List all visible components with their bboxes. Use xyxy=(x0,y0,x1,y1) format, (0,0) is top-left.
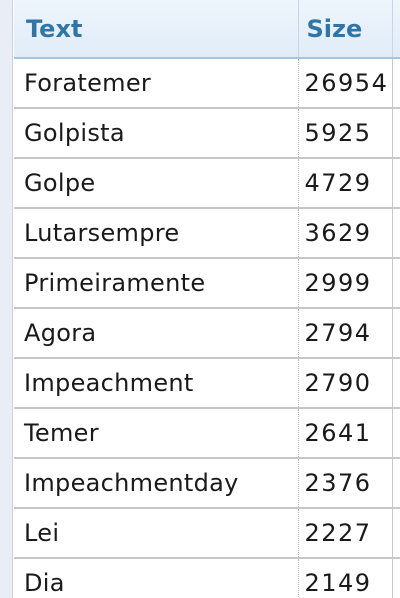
cell-text: Lei xyxy=(14,508,298,559)
word-frequency-table: Text Size Foratemer 26954 Golpista 5925 … xyxy=(14,0,400,598)
cell-partial xyxy=(391,558,400,598)
cell-size: 5925 xyxy=(297,108,392,159)
cell-text: Golpe xyxy=(14,158,298,209)
cell-text: Primeiramente xyxy=(14,258,298,309)
table-row[interactable]: Lutarsempre 3629 xyxy=(14,208,400,259)
cell-size: 2641 xyxy=(297,408,392,459)
cell-partial xyxy=(391,258,400,309)
cell-partial xyxy=(391,108,400,159)
table-row[interactable]: Foratemer 26954 xyxy=(14,58,400,109)
cell-size: 2999 xyxy=(297,258,392,309)
column-header-partial xyxy=(391,0,400,59)
cell-text: Golpista xyxy=(14,108,298,159)
cell-partial xyxy=(391,408,400,459)
cell-partial xyxy=(391,208,400,259)
cell-partial xyxy=(391,58,400,109)
cell-text: Dia xyxy=(14,558,298,598)
cell-text: Agora xyxy=(14,308,298,359)
table-row[interactable]: Impeachment 2790 xyxy=(14,358,400,409)
table-row[interactable]: Temer 2641 xyxy=(14,408,400,459)
cell-size: 2794 xyxy=(297,308,392,359)
cell-size: 2790 xyxy=(297,358,392,409)
cell-partial xyxy=(391,358,400,409)
table-row[interactable]: Dia 2149 xyxy=(14,558,400,598)
cell-size: 2227 xyxy=(297,508,392,559)
cell-text: Impeachment xyxy=(14,358,298,409)
cell-size: 4729 xyxy=(297,158,392,209)
cell-size: 2149 xyxy=(297,558,392,598)
data-table-container: Text Size Foratemer 26954 Golpista 5925 … xyxy=(14,0,400,598)
table-row[interactable]: Primeiramente 2999 xyxy=(14,258,400,309)
cell-text: Impeachmentday xyxy=(14,458,298,509)
column-header-size[interactable]: Size xyxy=(297,0,392,59)
table-row[interactable]: Impeachmentday 2376 xyxy=(14,458,400,509)
cell-partial xyxy=(391,508,400,559)
table-row[interactable]: Agora 2794 xyxy=(14,308,400,359)
cell-size: 2376 xyxy=(297,458,392,509)
row-header-gutter xyxy=(0,0,13,598)
table-row[interactable]: Lei 2227 xyxy=(14,508,400,559)
cell-size: 26954 xyxy=(297,58,392,109)
cell-partial xyxy=(391,458,400,509)
column-header-text[interactable]: Text xyxy=(14,0,298,59)
cell-partial xyxy=(391,158,400,209)
cell-text: Temer xyxy=(14,408,298,459)
cell-size: 3629 xyxy=(297,208,392,259)
table-row[interactable]: Golpe 4729 xyxy=(14,158,400,209)
cell-text: Lutarsempre xyxy=(14,208,298,259)
table-header-row: Text Size xyxy=(14,0,400,59)
cell-partial xyxy=(391,308,400,359)
cell-text: Foratemer xyxy=(14,58,298,109)
table-row[interactable]: Golpista 5925 xyxy=(14,108,400,159)
